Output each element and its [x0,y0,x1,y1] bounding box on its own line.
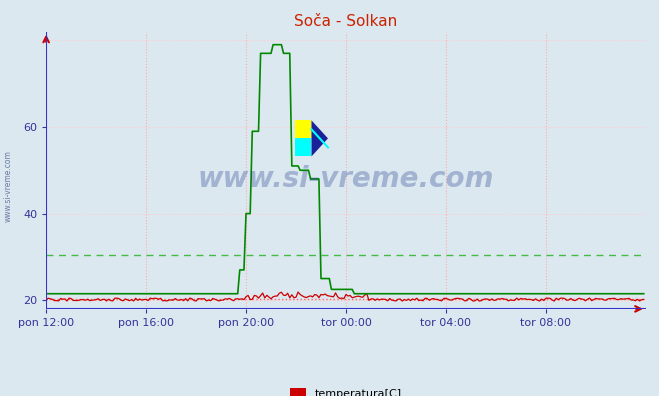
Title: Soča - Solkan: Soča - Solkan [295,14,397,29]
Bar [295,120,312,139]
Polygon shape [312,120,328,156]
Text: www.si-vreme.com: www.si-vreme.com [198,165,494,192]
Legend: temperatura[C], pretok[m3/s]: temperatura[C], pretok[m3/s] [285,384,407,396]
Text: www.si-vreme.com: www.si-vreme.com [3,150,13,222]
Bar [295,138,312,156]
